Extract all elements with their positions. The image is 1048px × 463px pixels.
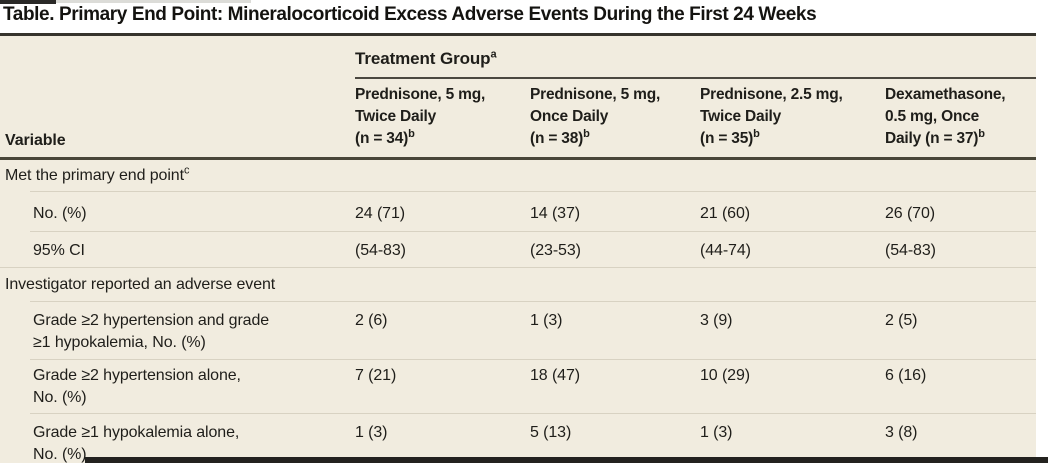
table-row-hypokalemia-alone: Grade ≥1 hypokalemia alone, No. (%) 1 (3… (0, 414, 1036, 463)
cropped-edge-artifact-top (0, 0, 56, 4)
section-header-investigator-reported: Investigator reported an adverse event (0, 268, 1036, 301)
row-label: No. (%) (33, 203, 1036, 225)
cell-value: (54-83) (355, 242, 406, 259)
row-divider (30, 413, 1036, 414)
column-header-line: (n = 35) (700, 130, 754, 147)
table-row-hypertension-alone: Grade ≥2 hypertension alone, No. (%) 7 (… (0, 360, 1036, 413)
cell-value: 3 (9) (700, 312, 733, 329)
table-row-95-ci: 95% CI (54-83) (23-53) (44-74) (54-83) (0, 232, 1036, 267)
column-header-prednisone-5mg-once-daily: Prednisone, 5 mg, Once Daily (n = 38)b (530, 84, 660, 150)
section-header-label: Investigator reported an adverse event (5, 276, 276, 293)
column-header-line: 0.5 mg, Once (885, 108, 980, 125)
primary-endpoint-table: Treatment Groupa Prednisone, 5 mg, Twice… (0, 36, 1036, 463)
table-header: Treatment Groupa Prednisone, 5 mg, Twice… (0, 36, 1036, 160)
cell-value: 26 (70) (885, 205, 935, 222)
row-label: Grade ≥2 hypertension alone, No. (%) (33, 365, 1036, 409)
cell-value: 7 (21) (355, 367, 397, 384)
column-header-line: Prednisone, 5 mg, (355, 86, 486, 103)
row-label-text: Grade ≥1 hypokalemia alone, (33, 424, 240, 441)
column-header-line: (n = 38) (530, 130, 584, 147)
row-label-text: Grade ≥2 hypertension alone, (33, 367, 241, 384)
table-row-hypertension-and-hypokalemia: Grade ≥2 hypertension and grade ≥1 hypok… (0, 302, 1036, 359)
column-header-line: (n = 34) (355, 130, 409, 147)
row-label-text: Grade ≥2 hypertension and grade (33, 312, 270, 329)
title-rule (0, 33, 1036, 36)
row-label-text: No. (%) (33, 205, 87, 222)
treatment-group-header: Treatment Groupa (355, 49, 497, 69)
treatment-group-rule (355, 77, 1036, 79)
cell-value: 5 (13) (530, 424, 572, 441)
row-divider (30, 191, 1036, 192)
section-divider (0, 267, 1036, 268)
cell-value: 1 (3) (700, 424, 733, 441)
column-header-line: Twice Daily (355, 108, 437, 125)
cropped-edge-artifact-top-gray (56, 0, 251, 3)
row-divider (30, 231, 1036, 232)
column-header-prednisone-2-5mg-twice-daily: Prednisone, 2.5 mg, Twice Daily (n = 35)… (700, 84, 843, 150)
column-header-line: Dexamethasone, (885, 86, 1006, 103)
table-title: Table. Primary End Point: Mineralocortic… (3, 4, 817, 25)
row-label-text: No. (%) (33, 389, 87, 406)
section-header-met-primary-endpoint: Met the primary end pointc (0, 160, 1036, 191)
column-header-line: Prednisone, 2.5 mg, (700, 86, 843, 103)
column-header-line: Daily (n = 37) (885, 130, 979, 147)
row-label-text: ≥1 hypokalemia, No. (%) (33, 334, 206, 351)
footnote-marker-b: b (408, 127, 415, 140)
variable-column-header: Variable (5, 132, 66, 149)
row-label: Grade ≥1 hypokalemia alone, No. (%) (33, 422, 1036, 463)
cell-value: (54-83) (885, 242, 936, 259)
table-row-no-pct: No. (%) 24 (71) 14 (37) 21 (60) 26 (70) (0, 192, 1036, 231)
section-header-label: Met the primary end point (5, 167, 184, 184)
cell-value: 3 (8) (885, 424, 918, 441)
column-header-prednisone-5mg-twice-daily: Prednisone, 5 mg, Twice Daily (n = 34)b (355, 84, 485, 150)
row-label-text: No. (%) (33, 446, 87, 463)
cell-value: 2 (6) (355, 312, 388, 329)
column-header-line: Once Daily (530, 108, 609, 125)
cell-value: 1 (3) (355, 424, 388, 441)
footnote-marker-c: c (183, 164, 190, 177)
footnote-marker-a: a (490, 48, 497, 61)
cell-value: 21 (60) (700, 205, 750, 222)
footnote-marker-b: b (978, 127, 985, 140)
cell-value: (44-74) (700, 242, 751, 259)
row-divider (30, 301, 1036, 302)
cell-value: 6 (16) (885, 367, 927, 384)
column-header-line: Twice Daily (700, 108, 782, 125)
cell-value: 14 (37) (530, 205, 580, 222)
row-divider (30, 359, 1036, 360)
footnote-marker-b: b (583, 127, 590, 140)
cropped-edge-artifact-bottom (85, 457, 1048, 463)
cell-value: 18 (47) (530, 367, 580, 384)
cell-value: 2 (5) (885, 312, 918, 329)
cell-value: (23-53) (530, 242, 581, 259)
cell-value: 10 (29) (700, 367, 750, 384)
column-header-dexamethasone: Dexamethasone, 0.5 mg, Once Daily (n = 3… (885, 84, 1006, 150)
column-header-line: Prednisone, 5 mg, (530, 86, 661, 103)
treatment-group-label: Treatment Group (355, 49, 491, 68)
footnote-marker-b: b (753, 127, 760, 140)
row-label-text: 95% CI (33, 242, 85, 259)
row-label: 95% CI (33, 240, 1036, 262)
row-label: Grade ≥2 hypertension and grade ≥1 hypok… (33, 310, 1036, 354)
cell-value: 1 (3) (530, 312, 563, 329)
cell-value: 24 (71) (355, 205, 405, 222)
